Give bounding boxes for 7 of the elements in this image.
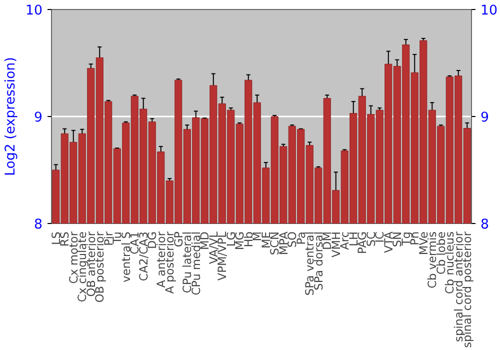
- y2-tick-label: 9: [480, 110, 489, 126]
- y-tick-label: 9: [34, 110, 43, 126]
- y2-tick-label: 8: [480, 218, 489, 232]
- y-axis-title: Log2 (expression): [4, 57, 19, 176]
- y2-tick-label: 10: [480, 4, 498, 18]
- y-tick-label: 10: [26, 4, 43, 18]
- y-tick-label: 8: [34, 218, 43, 232]
